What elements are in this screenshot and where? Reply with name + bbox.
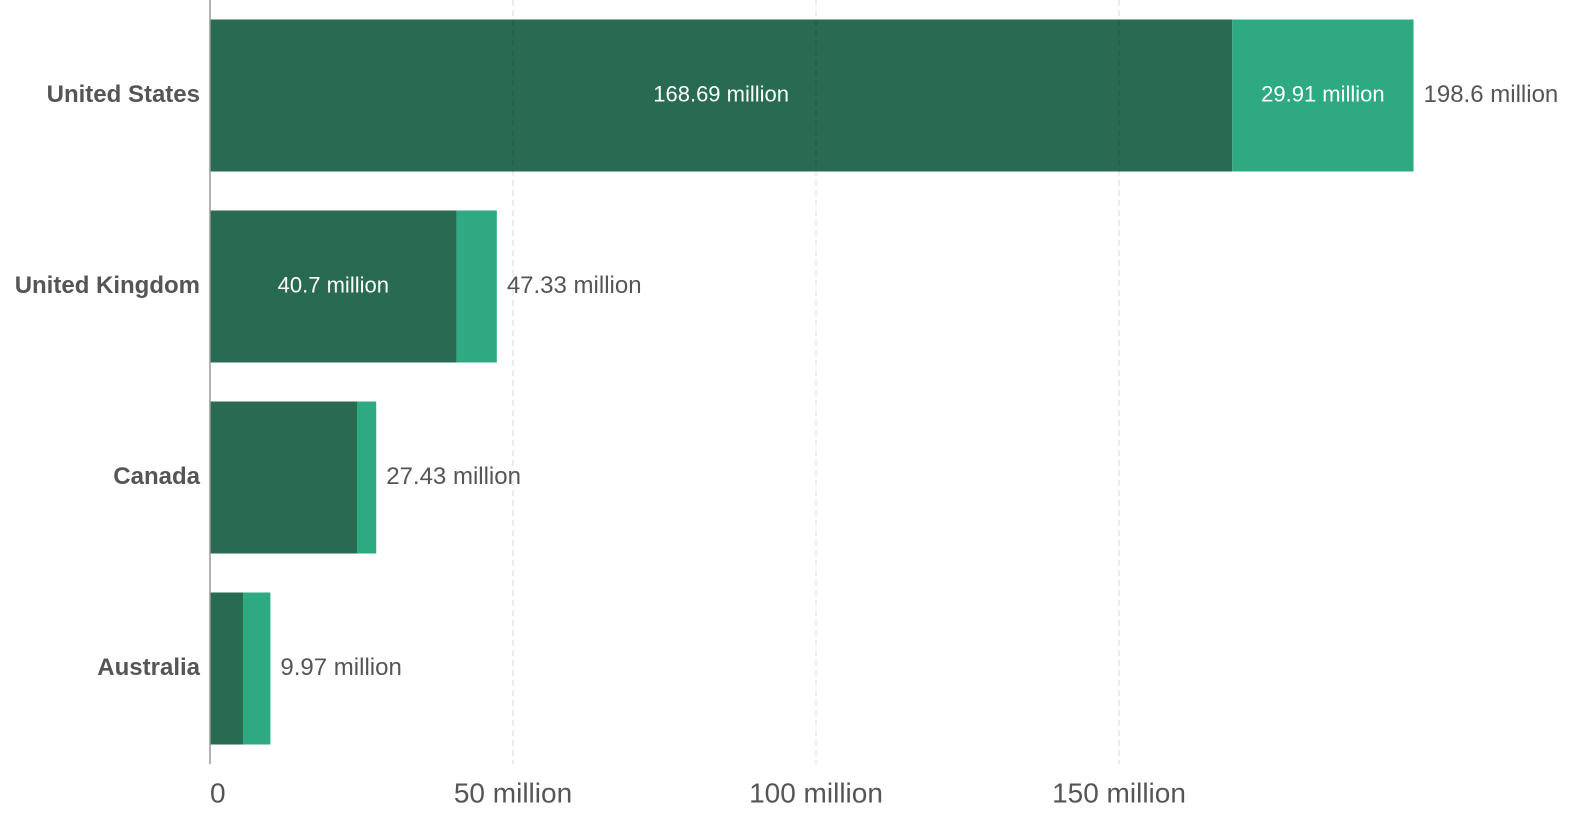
y-tick-label: United Kingdom <box>15 272 200 299</box>
x-tick-label: 100 million <box>749 777 883 808</box>
total-label: 9.97 million <box>280 654 401 681</box>
data-label: 40.7 million <box>278 272 389 297</box>
y-tick-label: United States <box>47 81 200 108</box>
bar-segment <box>210 401 358 554</box>
x-tick-label: 150 million <box>1052 777 1186 808</box>
bar-segment <box>210 210 457 363</box>
bar-segment <box>243 592 271 745</box>
y-tick-label: Australia <box>97 654 200 681</box>
bar-segment <box>210 19 1233 172</box>
bar-segment <box>210 592 244 745</box>
total-label: 198.6 million <box>1424 81 1559 108</box>
x-tick-label: 50 million <box>454 777 572 808</box>
total-label: 47.33 million <box>507 272 642 299</box>
x-tick-label: 0 <box>210 777 226 808</box>
bar-segment <box>357 401 377 554</box>
bar-segment <box>1232 19 1414 172</box>
data-label: 29.91 million <box>1261 81 1385 106</box>
bar-segment <box>456 210 497 363</box>
total-label: 27.43 million <box>386 463 521 490</box>
data-label: 168.69 million <box>653 81 789 106</box>
y-tick-label: Canada <box>113 463 200 490</box>
